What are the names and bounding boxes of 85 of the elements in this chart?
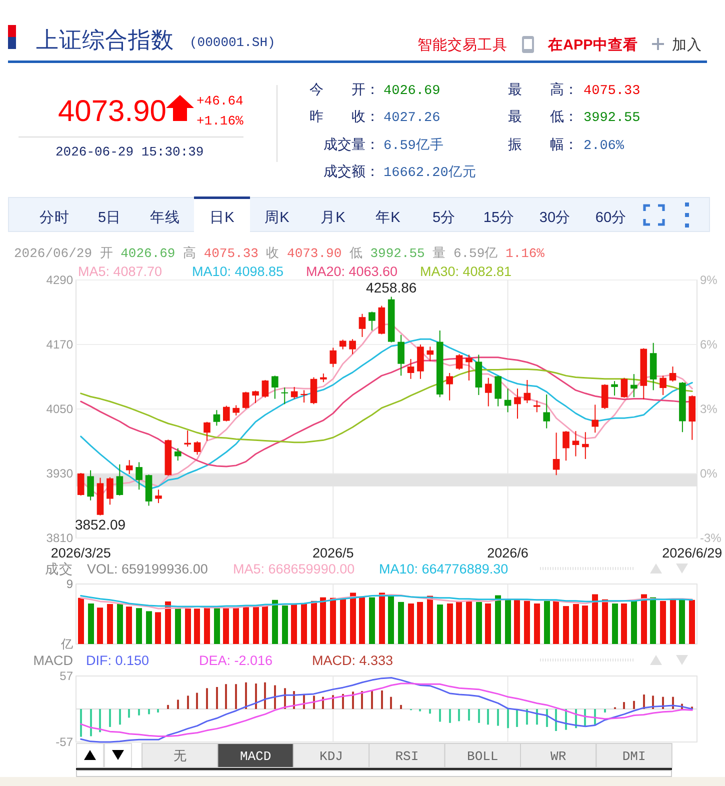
text: 在APP中查看 (547, 36, 638, 54)
text: 5日 (98, 210, 122, 226)
text: 2026/06/29 (14, 246, 92, 261)
y-axis-title: 成交 (45, 562, 73, 576)
x-tick-label: 2026/5 (312, 546, 354, 560)
text: BOLL (467, 749, 498, 764)
x-tick-label: 2026/6/29 (662, 546, 722, 560)
text: MA30: 4082.81 (420, 264, 512, 279)
series-label: MA5: 668659990.00 (233, 562, 355, 576)
text: 收 (266, 246, 280, 261)
y2-tick-label: 6% (700, 338, 718, 352)
y-tick-label: -57 (56, 735, 74, 749)
text: 30分 (539, 209, 571, 226)
title: 上证综合指数 (36, 28, 174, 52)
text: 今 开： (310, 81, 380, 97)
text: 量 (432, 246, 446, 261)
text: DIF: 0.150 (86, 653, 150, 668)
y-tick-label: 3810 (46, 531, 74, 545)
text: 4073.90 (58, 95, 166, 128)
text: 开 (100, 246, 113, 261)
text: MA10: 4098.85 (192, 264, 284, 279)
series-label: MACD: 4.333 (312, 653, 394, 668)
series-label: VOL: 659199936.00 (87, 562, 208, 576)
text: 2026-06-29 15:30:39 (56, 144, 204, 160)
text: 4075.33 (204, 246, 258, 261)
text: KDJ (320, 749, 343, 764)
subtitle: (000001.SH) (190, 35, 276, 50)
text: 4026.69 (384, 84, 440, 99)
text: 昨 收： (310, 108, 380, 124)
text: MA5: 4087.70 (78, 264, 162, 279)
text: MA20: 4063.60 (306, 264, 398, 279)
text: 5分 (432, 209, 456, 226)
y2-tick-label: 9% (700, 273, 718, 287)
text: 4073.90 (287, 246, 342, 261)
text: 无 (173, 749, 186, 764)
text: 日K (210, 210, 235, 226)
text: 高 (183, 245, 196, 261)
text: MACD (240, 749, 272, 764)
text: 月K (320, 210, 346, 226)
text: +46.64 (196, 94, 244, 108)
y2-tick-label: 3% (700, 402, 718, 416)
text: +1.16% (196, 114, 244, 128)
text: 2.06% (584, 139, 625, 154)
x-tick-label: 2026/3/25 (50, 546, 111, 560)
text: WR (550, 749, 566, 764)
text: 亿 (60, 637, 73, 651)
text: DMI (622, 749, 646, 764)
y2-tick-label: 0% (700, 466, 718, 480)
text: 4075.33 (584, 84, 640, 99)
text: 6.59亿手 (384, 137, 444, 154)
text: 加入 (672, 36, 702, 54)
text: 3992.55 (584, 111, 640, 126)
text: 振 幅： (508, 136, 578, 152)
annotation: 3852.09 (74, 516, 126, 532)
text: 成交额： (324, 163, 380, 179)
y-tick-label: 4050 (46, 402, 74, 416)
x-tick-label: 2026/6 (487, 546, 528, 560)
y-tick-label: 4290 (46, 273, 74, 287)
text: 低 (349, 246, 362, 261)
text: 15分 (483, 209, 515, 226)
series-label: MA10: 664776889.30 (379, 562, 508, 576)
text: 16662.20亿元 (384, 164, 476, 181)
y-tick-label: 57 (60, 669, 74, 683)
text: 智能交易工具 (418, 36, 508, 54)
text: 3992.55 (370, 246, 425, 261)
text: 成交量： (324, 136, 380, 152)
text: DEA: -2.016 (199, 653, 273, 668)
text: 60分 (595, 209, 627, 226)
text: 年线 (150, 209, 180, 226)
text: RSI (395, 749, 419, 764)
text: 1.16% (505, 246, 545, 261)
text: 9 (66, 577, 74, 591)
text: 年K (376, 209, 401, 226)
y2-tick-label: -3% (700, 531, 722, 545)
y-tick-label: 4170 (46, 338, 74, 352)
y-axis-title: MACD (33, 653, 74, 668)
text: 分时 (40, 209, 70, 226)
text: 4026.69 (120, 246, 176, 261)
text: 6.59亿 (453, 246, 498, 261)
text: 周K (264, 210, 290, 226)
text: 最 低： (508, 108, 578, 124)
text: 最 高： (508, 81, 578, 97)
y-tick-label: 3930 (46, 466, 74, 480)
annotation: 4258.86 (366, 280, 417, 296)
text: 4027.26 (384, 111, 440, 126)
